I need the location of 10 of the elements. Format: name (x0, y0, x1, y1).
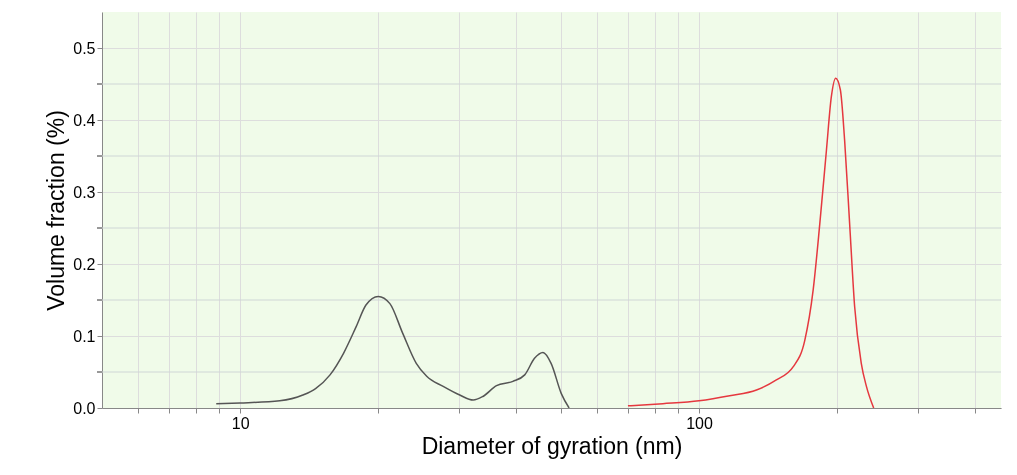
y-tick-label: 0.2 (73, 255, 96, 273)
x-axis-title: Diameter of gyration (nm) (421, 432, 683, 459)
y-tick-label: 0.5 (73, 39, 96, 57)
y-tick-label: 0.4 (73, 111, 96, 129)
y-tick-label: 0.3 (73, 183, 96, 201)
y-axis-title: Volume fraction (%) (43, 110, 70, 311)
x-tick-label: 10 (231, 414, 250, 432)
y-tick-label: 0.0 (73, 399, 96, 417)
x-tick-label: 100 (686, 414, 713, 432)
y-tick-label: 0.1 (73, 327, 96, 345)
